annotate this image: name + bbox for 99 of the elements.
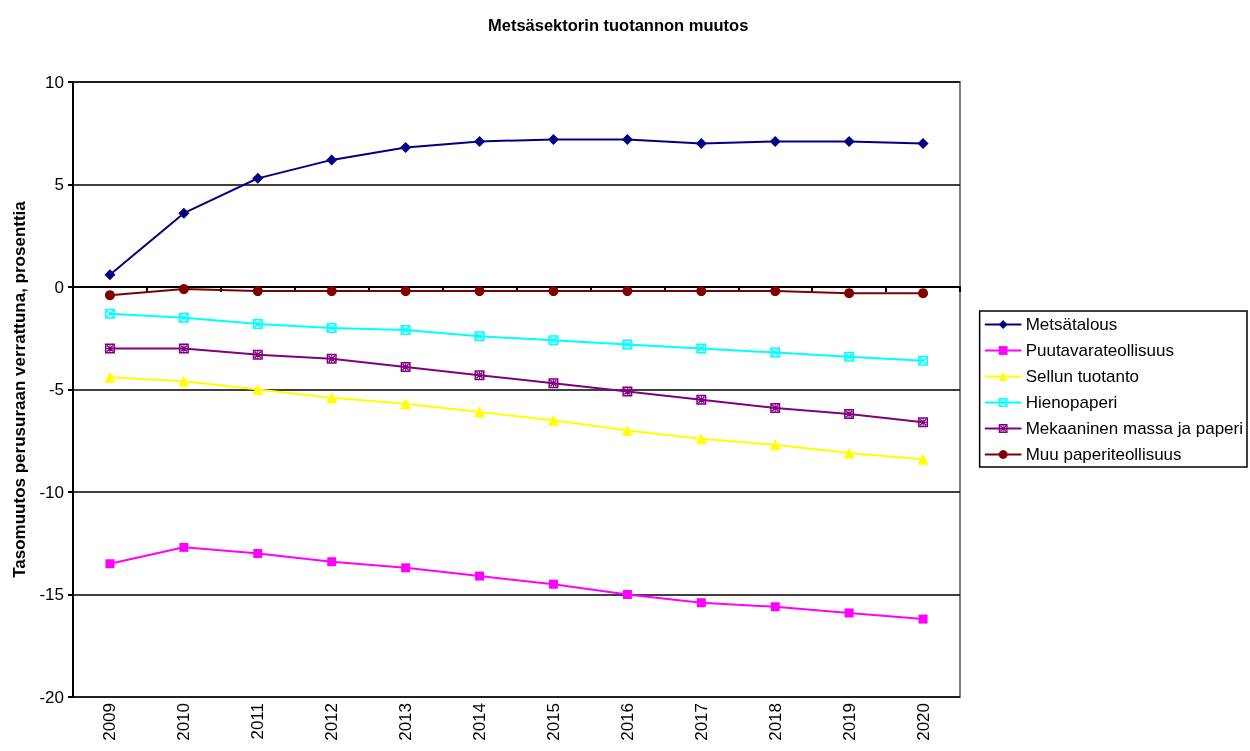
- y-tick-label: -15: [39, 585, 64, 604]
- legend-label: Sellun tuotanto: [1025, 367, 1140, 386]
- point: [917, 138, 929, 149]
- point: [696, 343, 707, 354]
- point: [327, 557, 337, 567]
- y-tick-label: 10: [45, 72, 64, 92]
- point: [621, 425, 633, 436]
- point: [178, 312, 189, 323]
- point: [548, 378, 559, 389]
- point: [844, 409, 855, 420]
- point: [696, 394, 707, 405]
- point: [474, 370, 485, 381]
- x-tick-label: 2020: [913, 703, 933, 741]
- point: [400, 286, 411, 297]
- point: [400, 142, 412, 154]
- point: [770, 602, 780, 612]
- x-tick-label: 2013: [396, 703, 416, 741]
- point: [843, 447, 855, 459]
- point: [622, 339, 633, 350]
- legend-label: Puutavarateollisuus: [1025, 341, 1175, 360]
- point: [252, 318, 263, 329]
- point: [622, 590, 632, 599]
- point: [326, 353, 337, 364]
- point: [547, 414, 559, 426]
- chart-title: Metsäsektorin tuotannon muutos: [488, 15, 749, 34]
- point: [104, 290, 115, 301]
- point: [769, 135, 781, 147]
- point: [844, 351, 855, 362]
- point: [696, 286, 707, 297]
- point: [178, 343, 189, 354]
- point: [770, 347, 781, 358]
- point: [548, 579, 558, 589]
- point: [178, 207, 190, 219]
- point: [178, 284, 189, 295]
- x-tick-label: 2012: [322, 703, 342, 741]
- x-tick-label: 2011: [248, 703, 268, 740]
- point: [918, 355, 929, 366]
- point: [475, 571, 485, 581]
- point: [474, 135, 486, 147]
- point: [326, 286, 337, 297]
- point: [622, 386, 633, 397]
- point: [918, 417, 929, 428]
- point: [696, 598, 706, 608]
- point: [547, 133, 559, 145]
- point: [622, 286, 633, 297]
- point: [844, 608, 854, 618]
- point: [253, 549, 263, 558]
- point: [400, 325, 411, 336]
- point: [769, 439, 781, 451]
- point: [252, 349, 263, 360]
- point: [474, 286, 485, 297]
- point: [474, 406, 486, 418]
- point: [252, 384, 264, 395]
- point: [326, 154, 338, 166]
- y-axis-title: Tasomuutos perusuraan verrattuna, prosenttia: [10, 200, 29, 578]
- point: [621, 133, 633, 145]
- y-tick-label: 5: [54, 175, 64, 194]
- point: [695, 138, 707, 149]
- y-tick-label: 0: [54, 277, 64, 297]
- point: [252, 172, 264, 184]
- legend-label: Muu paperiteollisuus: [1025, 445, 1182, 464]
- point: [179, 542, 189, 552]
- point: [178, 375, 190, 387]
- point: [548, 286, 559, 297]
- legend-label: Mekaaninen massa ja paperi: [1025, 419, 1244, 438]
- point: [104, 269, 116, 281]
- y-tick-label: -20: [39, 687, 64, 707]
- x-tick-label: 2017: [691, 703, 711, 741]
- point: [770, 402, 781, 413]
- x-tick-label: 2014: [470, 703, 490, 741]
- y-tick-label: -5: [48, 380, 64, 399]
- point: [326, 323, 337, 333]
- point: [400, 361, 411, 372]
- point: [400, 398, 412, 410]
- point: [105, 559, 115, 569]
- point: [770, 286, 781, 297]
- point: [326, 392, 338, 404]
- y-tick-label: -10: [39, 482, 64, 502]
- x-tick-label: 2016: [617, 703, 637, 741]
- x-tick-label: 2019: [839, 703, 859, 741]
- x-tick-label: 2009: [100, 703, 120, 741]
- point: [548, 335, 559, 346]
- point: [918, 614, 928, 624]
- x-tick-label: 2010: [174, 703, 194, 741]
- point: [918, 288, 929, 299]
- legend-label: Metsätalous: [1025, 315, 1118, 334]
- point: [843, 135, 855, 147]
- point: [844, 288, 855, 299]
- point: [104, 308, 115, 319]
- point: [252, 286, 263, 297]
- point: [104, 343, 115, 354]
- point: [104, 371, 116, 383]
- legend-label: Hienopaperi: [1025, 393, 1118, 412]
- point: [401, 563, 411, 573]
- x-tick-label: 2015: [543, 703, 563, 741]
- x-tick-label: 2018: [765, 703, 785, 741]
- point: [917, 453, 929, 465]
- point: [695, 433, 707, 445]
- point: [474, 331, 485, 342]
